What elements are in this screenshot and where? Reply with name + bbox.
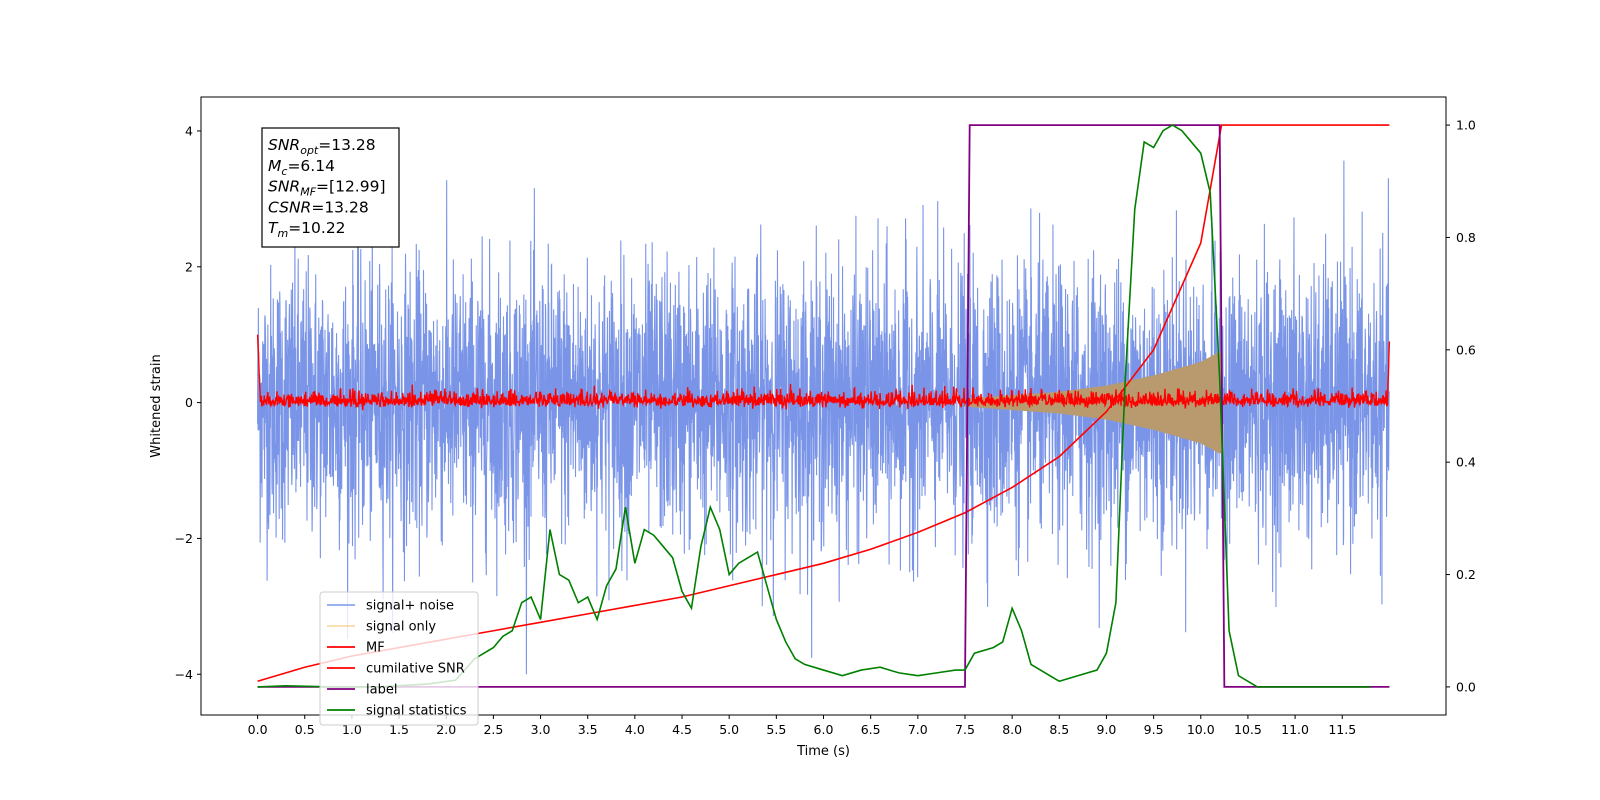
x-tick-label: 0.0 [248,722,268,737]
x-tick-label: 5.5 [766,722,786,737]
annotation-line: Mc=6.14 [268,157,335,178]
legend-frame [319,591,479,726]
legend-label: signal statistics [366,704,467,719]
x-axis-title: Time (s) [796,744,850,759]
annotation-subscript: opt [300,144,319,157]
y-axis: 4 2 0 −2 −4 [175,123,201,682]
x-tick-label: 7.0 [908,722,928,737]
y-tick-label: 0 [185,395,193,410]
y2-tick-label: 0.8 [1456,230,1476,245]
x-tick-label: 6.5 [861,722,881,737]
annotation-subscript: c [281,165,287,178]
y2-axis: 1.0 0.8 0.6 0.4 0.2 0.0 [1446,118,1476,694]
y-tick-label: 4 [185,123,193,138]
x-tick-label: 1.5 [389,722,409,737]
legend-label: MF [366,641,385,656]
legend-label: signal+ noise [366,599,454,614]
y2-tick-label: 0.6 [1456,342,1476,357]
legend: signal+ noise signal only MF cumilative SNR… [319,591,479,726]
y-axis-title: Whitened strain [149,354,164,457]
x-tick-label: 8.5 [1049,722,1069,737]
annotation-symbol: T [268,219,279,237]
x-axis: 0.0 0.5 1.0 1.5 2.0 2.5 3.0 3.5 4.0 4.5 5.0 5.5 6.0 6… [248,715,1356,737]
snr-annotation-box: SNRopt=13.28Mc=6.14SNRMF=[12.99]CSNR=13.… [261,127,400,248]
annotation-value: =13.28 [318,136,375,154]
x-tick-label: 3.0 [531,722,551,737]
x-tick-label: 9.5 [1144,722,1164,737]
x-tick-label: 6.0 [814,722,834,737]
x-tick-label: 0.5 [295,722,315,737]
x-tick-label: 1.0 [342,722,362,737]
annotation-symbol: M [268,157,281,175]
x-tick-label: 10.5 [1234,722,1262,737]
x-tick-label: 2.5 [483,722,503,737]
x-tick-label: 11.5 [1328,722,1356,737]
y2-tick-label: 0.0 [1456,679,1476,694]
annotation-subscript: m [277,227,288,240]
annotation-value: =[12.99] [316,178,385,196]
annotation-symbol: SNR [268,178,300,196]
annotation-frame [261,127,400,248]
legend-label: cumilative SNR [366,662,465,677]
y2-tick-label: 1.0 [1456,118,1476,133]
x-tick-label: 9.0 [1097,722,1117,737]
x-tick-label: 10.0 [1187,722,1215,737]
y-tick-label: 2 [185,259,193,274]
annotation-symbol: CSNR [268,198,311,216]
annotation-symbol: SNR [268,136,300,154]
x-tick-label: 5.0 [719,722,739,737]
x-tick-label: 7.5 [955,722,975,737]
annotation-line: Tm=10.22 [268,219,346,240]
legend-label: label [366,683,397,698]
annotation-value: =10.22 [288,219,345,237]
annotation-value: =6.14 [287,157,335,175]
x-tick-label: 4.0 [625,722,645,737]
y-tick-label: −2 [175,531,193,546]
series-signal-statistics-line [257,124,1371,688]
annotation-line: SNRopt=13.28 [268,136,376,157]
y2-tick-label: 0.2 [1456,567,1476,582]
series-mf-line [256,334,1391,411]
x-tick-label: 11.0 [1281,722,1309,737]
y-tick-label: −4 [175,667,193,682]
x-tick-label: 4.5 [672,722,692,737]
annotation-line: CSNR=13.28 [268,198,369,216]
legend-label: signal only [366,620,436,635]
y2-tick-label: 0.4 [1456,455,1476,470]
annotation-line: SNRMF=[12.99] [268,178,386,199]
x-tick-label: 2.0 [436,722,456,737]
x-tick-label: 8.0 [1002,722,1022,737]
x-tick-label: 3.5 [578,722,598,737]
annotation-subscript: MF [300,186,316,199]
annotation-value: =13.28 [311,198,368,216]
series-label-line [257,124,1390,688]
